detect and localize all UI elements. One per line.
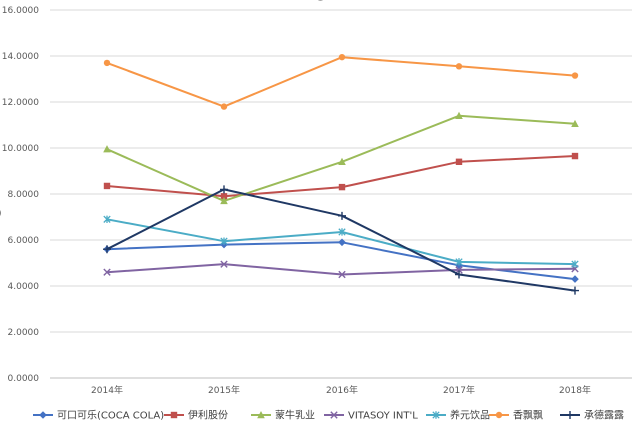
series-line <box>106 56 576 108</box>
chart-title-fragment: g <box>316 0 326 1</box>
legend-item: 伊利股份 <box>164 410 228 422</box>
x-axis-tick-labels: 2014年 2015年 2016年 2017年 2018年 <box>91 384 591 396</box>
data-point <box>571 286 579 295</box>
data-point <box>455 63 463 70</box>
legend-swatch-marker <box>566 411 574 419</box>
x-tick-label: 2016年 <box>326 384 358 396</box>
data-point <box>571 275 579 283</box>
data-point <box>220 193 228 200</box>
legend-label: 可口可乐(COCA COLA) <box>57 410 164 422</box>
y-tick-label: 2.0000 <box>8 328 40 338</box>
y-tick-label: 10.0000 <box>2 144 39 154</box>
legend-item: 香飘飘 <box>489 410 543 422</box>
legend-label: 香飘飘 <box>513 410 543 422</box>
data-point <box>220 260 228 268</box>
data-point <box>455 158 463 165</box>
data-point <box>103 245 111 254</box>
series-lines <box>103 53 579 295</box>
legend-label: 承德露露 <box>584 409 624 422</box>
legend-label: 蒙牛乳业 <box>275 409 315 422</box>
data-point <box>103 268 111 276</box>
y-tick-label: 14.0000 <box>2 52 39 62</box>
legend-swatch-marker <box>495 411 503 419</box>
data-point <box>455 111 463 119</box>
legend-item: 养元饮品 <box>426 409 490 422</box>
series-3 <box>103 111 579 205</box>
series-7 <box>103 185 579 295</box>
y-tick-label: 4.0000 <box>8 282 40 292</box>
data-point <box>455 258 463 266</box>
legend-item: 承德露露 <box>560 409 624 422</box>
data-point <box>103 182 111 190</box>
y-tick-label: 8.0000 <box>8 190 40 200</box>
y-tick-label: 16.0000 <box>2 6 39 16</box>
gridlines <box>50 9 632 379</box>
data-point <box>338 211 346 220</box>
x-tick-label: 2018年 <box>559 384 591 396</box>
y-axis-tick-labels: 0.0000 2.0000 4.0000 6.0000 8.0000 10.0000 12.… <box>2 6 39 384</box>
series-5 <box>103 215 579 268</box>
data-point <box>571 119 579 128</box>
legend-item: 蒙牛乳业 <box>251 409 315 422</box>
legend-item: VITASOY INT'L <box>324 411 418 422</box>
data-point <box>220 185 228 194</box>
legend: 可口可乐(COCA COLA) 伊利股份 蒙牛乳业 VITASOY INT'L 养元饮品… <box>33 409 624 422</box>
legend-swatch-marker <box>39 411 47 419</box>
data-point <box>338 270 346 279</box>
data-point <box>338 53 346 61</box>
data-point <box>103 59 111 67</box>
legend-swatch-marker <box>257 411 265 419</box>
data-point <box>571 152 579 160</box>
data-point <box>455 270 463 279</box>
data-point <box>338 238 346 247</box>
data-point <box>338 157 346 165</box>
legend-swatch-marker <box>330 411 338 419</box>
y-tick-label: 6.0000 <box>8 236 40 246</box>
legend-swatch-marker <box>432 411 440 419</box>
x-tick-label: 2015年 <box>208 384 240 396</box>
data-point <box>338 228 346 236</box>
x-tick-label: 2017年 <box>443 384 475 396</box>
legend-label: VITASOY INT'L <box>348 411 418 422</box>
y-tick-label: 12.0000 <box>2 98 39 108</box>
data-point <box>571 72 579 79</box>
data-point <box>103 215 111 223</box>
data-point <box>103 145 111 153</box>
data-point <box>571 260 579 268</box>
data-point <box>338 183 346 191</box>
legend-swatch-marker <box>170 411 178 419</box>
data-point <box>220 103 228 110</box>
legend-label: 养元饮品 <box>450 409 490 422</box>
data-point <box>455 266 463 274</box>
legend-label: 伊利股份 <box>188 410 228 422</box>
y-tick-label: 0.0000 <box>8 374 40 384</box>
series-6 <box>103 53 579 110</box>
legend-item: 可口可乐(COCA COLA) <box>33 410 164 422</box>
series-4 <box>103 260 579 279</box>
series-2 <box>103 152 579 200</box>
x-tick-label: 2014年 <box>91 384 123 396</box>
data-point <box>220 237 228 245</box>
data-point <box>220 196 228 205</box>
y-axis-label-fragment: ) <box>0 209 2 219</box>
